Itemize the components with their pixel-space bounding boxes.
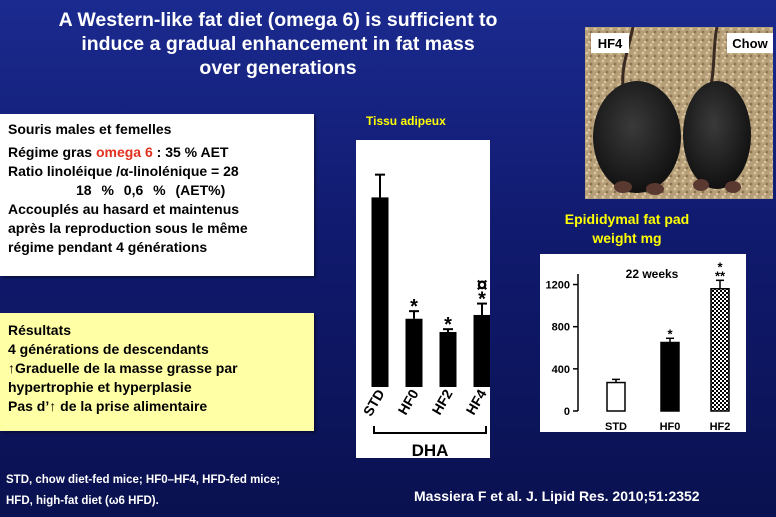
footnote-line-1: STD, chow diet-fed mice; HF0–HF4, HFD-fe… bbox=[6, 474, 281, 486]
mice-photo-illustration: HF4 Chow bbox=[585, 27, 773, 199]
significance-mark: * bbox=[717, 259, 723, 274]
results-line-4-a: Pas d’ bbox=[8, 398, 50, 414]
chart1-title: Tissu adipeux bbox=[366, 114, 446, 128]
significance-mark: * bbox=[667, 326, 673, 341]
bar-hf0 bbox=[660, 341, 680, 412]
chart2-subtitle: 22 weeks bbox=[626, 267, 679, 281]
epididymal-label: Epididymal fat pad weight mg bbox=[532, 210, 722, 248]
bar-hf0 bbox=[405, 318, 423, 387]
epididymal-fat-chart: 0 400 800 1200 22 weeks STD * HF0 * ** HF2 bbox=[540, 254, 746, 433]
tick-label-std: STD bbox=[360, 387, 388, 419]
results-heading: Résultats bbox=[8, 322, 72, 338]
epididymal-label-line-1: Epididymal fat pad bbox=[564, 211, 690, 227]
bar-std bbox=[606, 381, 626, 412]
tick-label-hf0: HF0 bbox=[660, 421, 681, 432]
results-line-3: hypertrophie et hyperplasie bbox=[8, 379, 192, 395]
tick-label-hf2: HF2 bbox=[710, 421, 731, 432]
omega6-highlight: omega 6 bbox=[95, 144, 153, 160]
y-tick-label: 800 bbox=[552, 322, 570, 334]
tick-label-hf2: HF2 bbox=[429, 386, 456, 417]
significance-mark: * bbox=[410, 296, 418, 318]
bar-hf2 bbox=[710, 288, 730, 412]
methods-line-2-prefix: Régime gras bbox=[8, 144, 96, 160]
adipose-tissue-chart: STD * HF0 * HF2 ¤ * HF4 DHA bbox=[356, 140, 491, 460]
citation: Massiera F et al. J. Lipid Res. 2010;51:… bbox=[414, 488, 700, 504]
bar-hf2 bbox=[439, 332, 457, 387]
tick-label-std: STD bbox=[605, 421, 627, 432]
results-line-2-text: Graduelle de la masse grasse par bbox=[15, 360, 238, 376]
tick-label-hf4: HF4 bbox=[463, 386, 490, 417]
y-tick-label: 400 bbox=[552, 364, 570, 376]
bar-std bbox=[371, 197, 389, 387]
results-box: Résultats 4 générations de descendants ↑… bbox=[0, 313, 314, 431]
methods-line-1: Souris males et femelles bbox=[8, 121, 172, 137]
tick-label-hf0: HF0 bbox=[395, 386, 422, 417]
footnote: STD, chow diet-fed mice; HF0–HF4, HFD-fe… bbox=[6, 470, 406, 512]
methods-line-4: 18 % 0,6 % (AET%) bbox=[76, 182, 226, 198]
results-line-1: 4 générations de descendants bbox=[8, 341, 209, 357]
title-line-3: over generations bbox=[199, 57, 357, 79]
results-line-4: Pas d’↑ de la prise alimentaire bbox=[8, 397, 306, 416]
significance-mark: ¤ bbox=[476, 275, 487, 297]
dha-label: DHA bbox=[412, 441, 449, 458]
results-line-2: ↑Graduelle de la masse grasse par bbox=[8, 359, 306, 378]
hf4-mouse-body bbox=[593, 81, 681, 193]
up-arrow-icon: ↑ bbox=[8, 360, 15, 376]
bar-hf4 bbox=[473, 314, 491, 387]
title-line-2: induce a gradual enhancement in fat mass bbox=[81, 33, 475, 55]
photo-label-chow: Chow bbox=[732, 36, 768, 51]
y-tick-label: 0 bbox=[564, 406, 570, 418]
methods-line-7: régime pendant 4 générations bbox=[8, 239, 208, 255]
dha-bracket bbox=[373, 426, 487, 434]
slide-title: A Western-like fat diet (omega 6) is suf… bbox=[8, 8, 548, 80]
results-line-4-b: de la prise alimentaire bbox=[56, 398, 208, 414]
photo-label-hf4: HF4 bbox=[598, 36, 623, 51]
methods-line-2-suffix: : 35 % AET bbox=[152, 144, 229, 160]
methods-line-3: Ratio linoléique /α-linolénique = 28 bbox=[8, 163, 239, 179]
y-tick-label: 1200 bbox=[546, 280, 570, 292]
methods-line-6: après la reproduction sous le même bbox=[8, 220, 248, 236]
up-arrow-icon: ↑ bbox=[49, 398, 57, 414]
methods-line-2: Régime gras omega 6 : 35 % AET bbox=[8, 143, 306, 162]
significance-mark: * bbox=[444, 314, 452, 336]
significance-mark: * bbox=[478, 289, 486, 311]
significance-mark: ** bbox=[715, 268, 726, 283]
methods-box: Souris males et femelles Régime gras ome… bbox=[0, 114, 314, 276]
methods-line-5: Accouplés au hasard et maintenus bbox=[8, 201, 240, 217]
mice-photo: HF4 Chow bbox=[585, 27, 773, 199]
title-line-1: A Western-like fat diet (omega 6) is suf… bbox=[58, 9, 498, 31]
footnote-line-2: HFD, high-fat diet (ω6 HFD). bbox=[6, 495, 159, 507]
epididymal-label-line-2: weight mg bbox=[592, 230, 662, 246]
chow-mouse-body bbox=[683, 81, 751, 189]
